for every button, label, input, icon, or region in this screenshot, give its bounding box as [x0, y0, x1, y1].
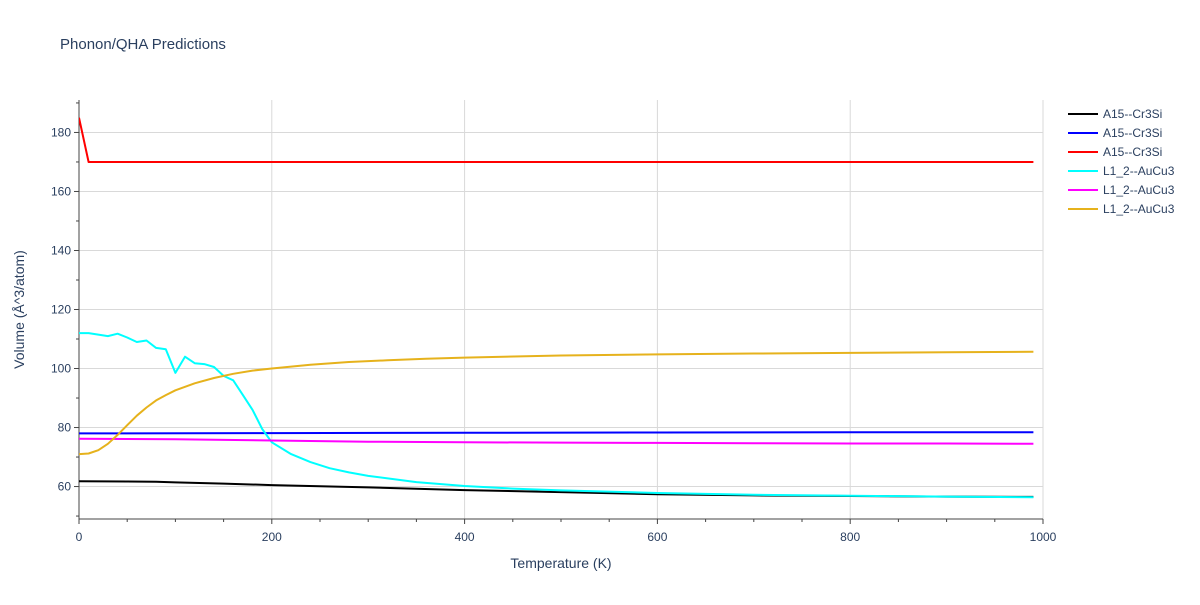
chart-title: Phonon/QHA Predictions [60, 36, 226, 53]
x-tick-label: 600 [647, 530, 667, 544]
x-axis-title: Temperature (K) [510, 555, 611, 571]
series-line [79, 480, 1034, 498]
x-tick-label: 400 [455, 530, 475, 544]
x-tick-label: 800 [840, 530, 860, 544]
y-tick-label: 80 [58, 421, 72, 435]
series-line [79, 437, 1034, 445]
series-line [79, 332, 1034, 499]
legend-label: A15--Cr3Si [1103, 145, 1162, 159]
y-tick-label: 180 [51, 125, 71, 139]
y-tick-label: 100 [51, 362, 71, 376]
series-line [79, 350, 1034, 456]
x-tick-label: 200 [262, 530, 282, 544]
series-line [79, 431, 1034, 435]
y-tick-label: 140 [51, 243, 71, 257]
legend-label: L1_2--AuCu3 [1103, 183, 1175, 197]
x-tick-label: 1000 [1030, 530, 1057, 544]
y-tick-label: 60 [58, 480, 72, 494]
y-axis-title: Volume (Å^3/atom) [11, 250, 27, 369]
y-tick-label: 160 [51, 184, 71, 198]
series-line [79, 117, 1034, 163]
legend-label: A15--Cr3Si [1103, 107, 1162, 121]
y-tick-label: 120 [51, 303, 71, 317]
legend-label: L1_2--AuCu3 [1103, 164, 1175, 178]
legend-label: A15--Cr3Si [1103, 126, 1162, 140]
x-tick-label: 0 [76, 530, 83, 544]
legend-label: L1_2--AuCu3 [1103, 202, 1175, 216]
